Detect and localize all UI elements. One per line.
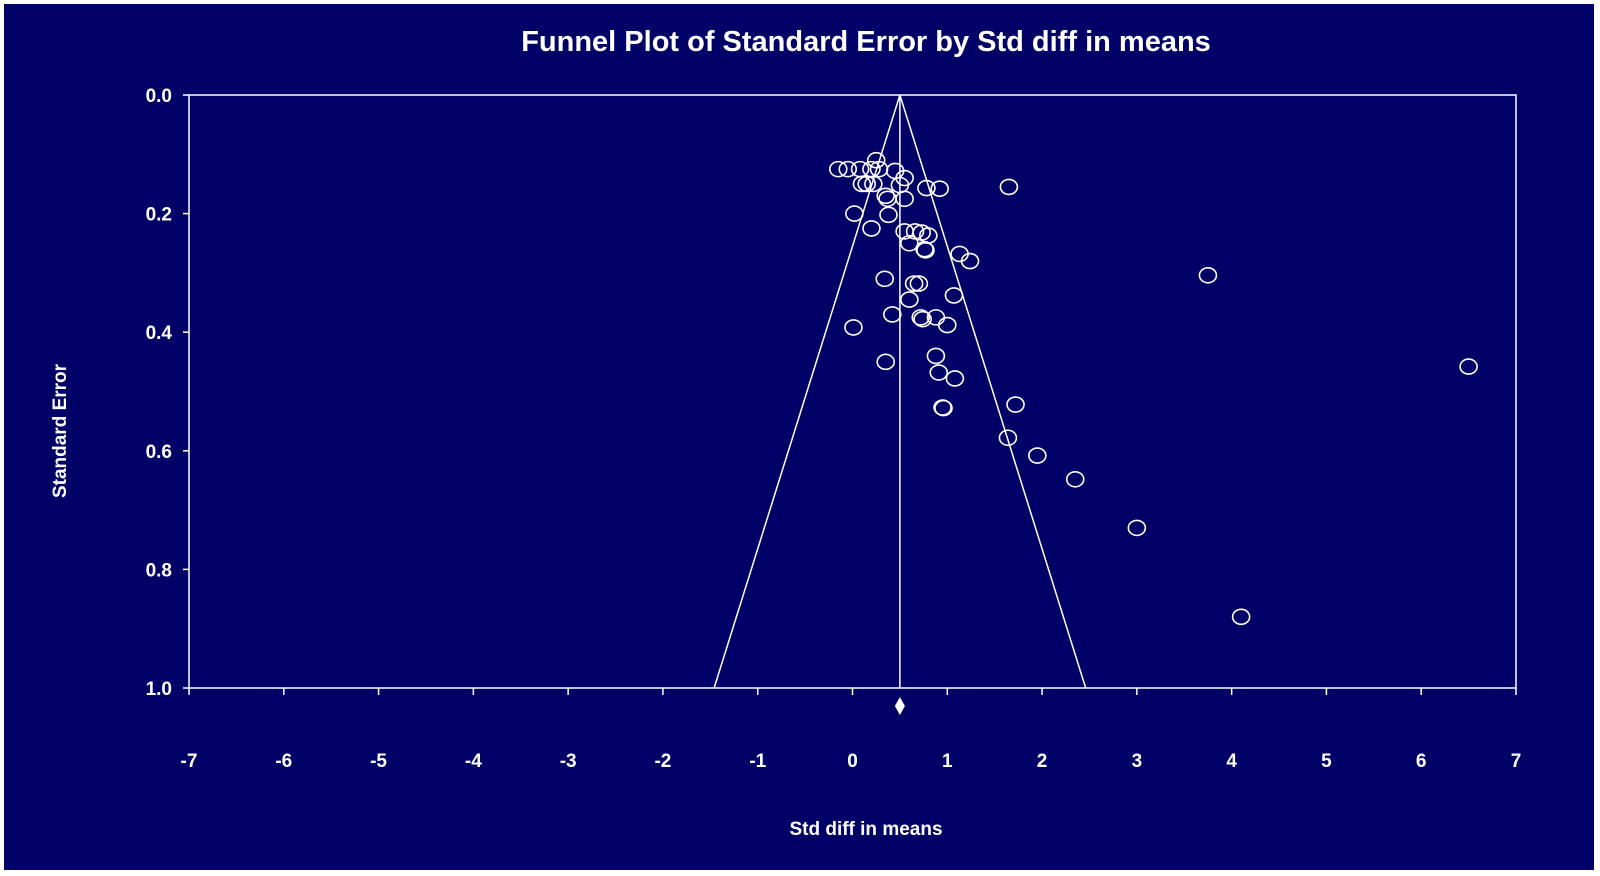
funnel-plot: Funnel Plot of Standard Error by Std dif… [50, 26, 1522, 840]
funnel-right-limit [899, 94, 1087, 689]
study-point [875, 270, 895, 288]
chart-frame: Funnel Plot of Standard Error by Std dif… [4, 4, 1594, 870]
study-point [900, 291, 919, 308]
summary-diamond [894, 697, 905, 715]
x-tick-label: 4 [1226, 751, 1237, 772]
study-point [879, 206, 898, 224]
study-point [929, 364, 949, 381]
study-point [998, 429, 1018, 447]
study-point [945, 370, 965, 387]
study-point [934, 399, 953, 417]
study-point [852, 175, 872, 193]
study-point [857, 175, 877, 193]
x-axis: -7 -6 -5 -4 -3 -2 -1 0 1 2 3 4 5 6 7 [181, 688, 1522, 772]
study-point [1028, 447, 1047, 464]
study-point [915, 240, 934, 258]
study-point [900, 234, 919, 252]
y-tick-label: 0.8 [146, 560, 172, 581]
x-tick-label: -7 [181, 751, 198, 772]
study-point [895, 190, 914, 208]
study-point [909, 275, 929, 292]
study-point [911, 309, 931, 326]
y-axis: 0.0 0.2 0.4 0.6 0.8 1.0 [146, 86, 189, 700]
study-point [916, 242, 935, 259]
study-point [1231, 608, 1251, 626]
y-tick-label: 1.0 [146, 679, 172, 700]
study-point [844, 319, 863, 336]
study-point [937, 316, 957, 334]
study-point [904, 275, 924, 292]
y-tick-label: 0.2 [146, 205, 172, 226]
study-point [862, 220, 881, 237]
study-point [944, 287, 964, 304]
chart-title: Funnel Plot of Standard Error by Std dif… [521, 26, 1211, 58]
study-point [926, 347, 946, 365]
x-tick-label: 1 [942, 751, 953, 772]
x-tick-label: -3 [560, 751, 577, 772]
plot-area [188, 94, 1517, 689]
x-tick-label: 2 [1037, 751, 1048, 772]
study-points [828, 151, 1478, 626]
study-point [883, 306, 902, 323]
study-point [917, 179, 936, 197]
x-tick-label: -5 [370, 751, 387, 772]
study-point [838, 160, 858, 178]
x-tick-label: 5 [1321, 751, 1332, 772]
y-tick-label: 0.6 [146, 442, 172, 463]
study-point [864, 175, 883, 193]
y-axis-label: Standard Error [50, 363, 71, 498]
study-point [913, 310, 932, 328]
x-tick-label: 6 [1416, 751, 1427, 772]
study-point [1006, 396, 1025, 413]
x-tick-label: 3 [1132, 751, 1143, 772]
x-tick-label: -2 [654, 751, 671, 772]
study-point [876, 187, 895, 205]
x-axis-label: Std diff in means [789, 819, 942, 840]
study-point [905, 223, 925, 240]
x-tick-label: -1 [749, 751, 766, 772]
study-point [866, 151, 886, 169]
study-point [1459, 358, 1478, 375]
x-tick-label: -6 [275, 751, 292, 772]
study-point [960, 252, 980, 270]
study-point [1065, 470, 1085, 488]
study-point [1198, 266, 1218, 284]
x-tick-label: 7 [1511, 751, 1522, 772]
y-tick-label: 0.0 [146, 86, 172, 107]
study-point [845, 205, 864, 222]
y-tick-label: 0.4 [146, 323, 173, 344]
study-point [999, 178, 1019, 196]
study-point [828, 160, 848, 178]
funnel-left-limit [713, 94, 901, 689]
study-point [930, 180, 950, 197]
summary-effect [894, 697, 905, 715]
x-tick-label: -4 [465, 751, 482, 772]
study-point [1127, 519, 1147, 537]
x-tick-label: 0 [847, 751, 858, 772]
study-point [876, 353, 895, 371]
